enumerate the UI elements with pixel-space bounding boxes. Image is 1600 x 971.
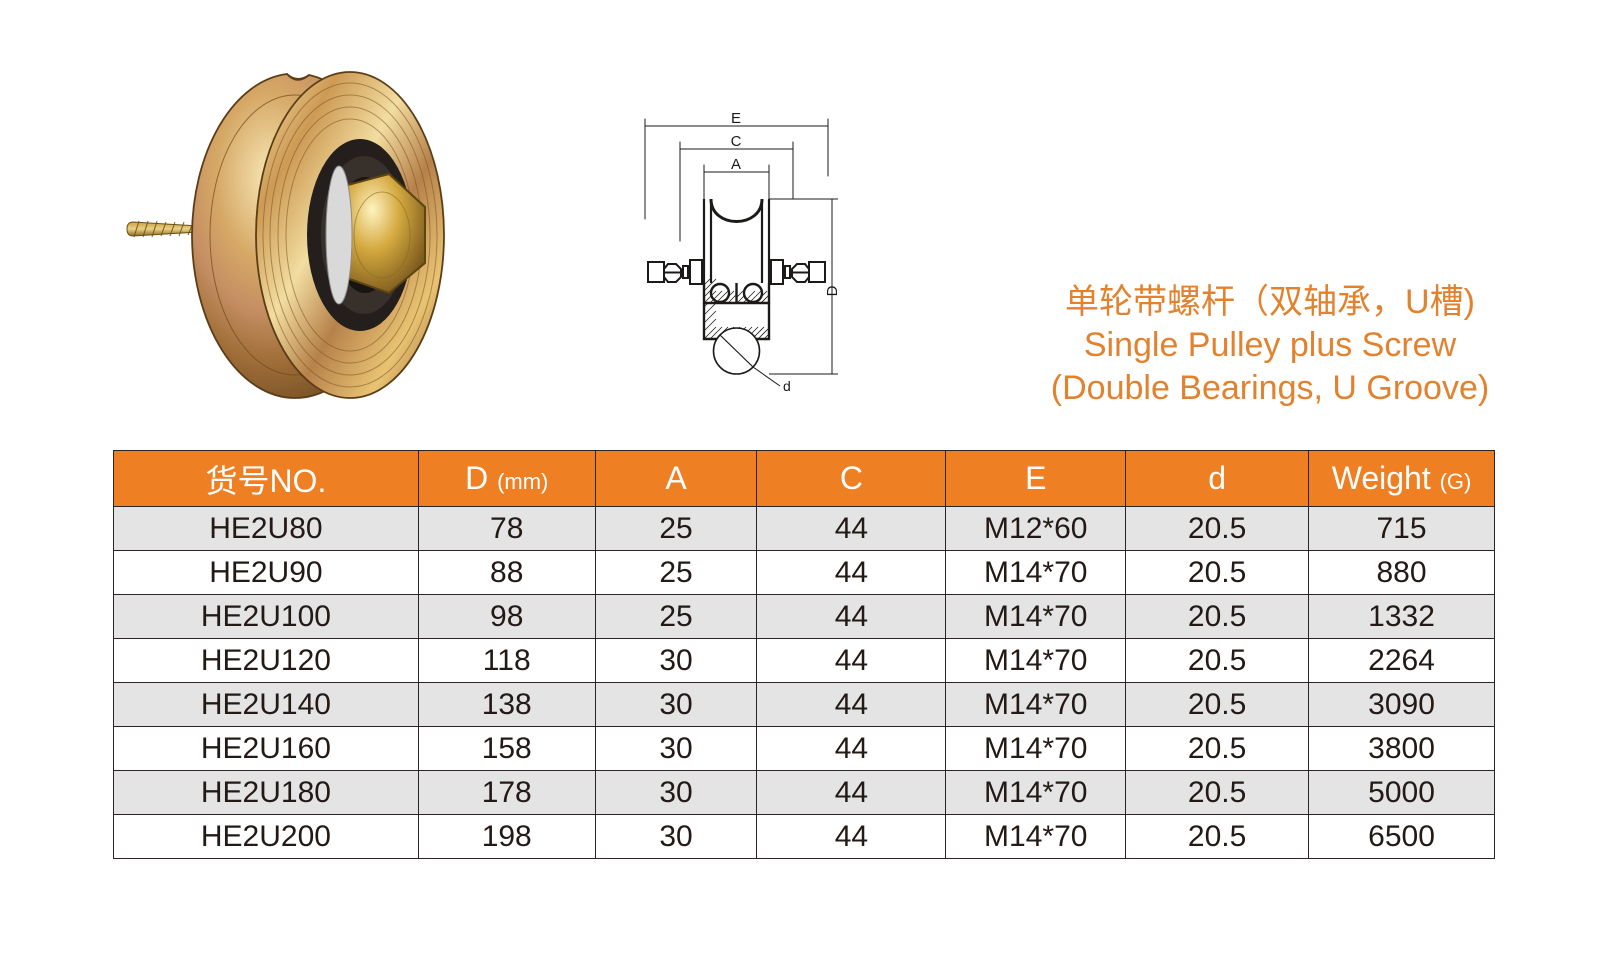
svg-text:E: E — [731, 111, 741, 127]
svg-text:D: D — [824, 285, 841, 296]
svg-text:C: C — [731, 133, 742, 150]
svg-text:d: d — [783, 378, 791, 394]
svg-text:A: A — [731, 156, 741, 173]
